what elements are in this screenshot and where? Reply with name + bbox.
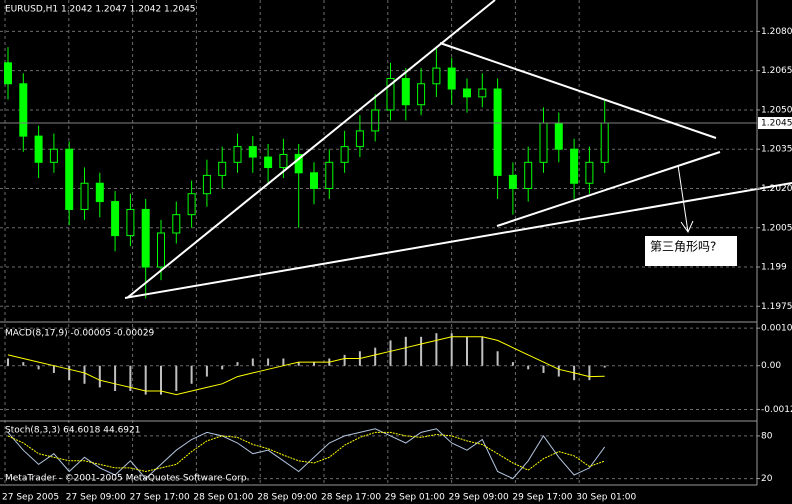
x-tick-label: 30 Sep 01:00	[576, 493, 636, 503]
stoch-title: Stoch(8,3,3) 64.6018 44.6921	[5, 426, 140, 436]
trend-line	[496, 151, 721, 227]
candle-body	[172, 214, 181, 234]
y-tick-label: -0.00121	[761, 405, 792, 415]
x-tick-label: 28 Sep 17:00	[321, 493, 381, 503]
candle-body	[570, 148, 579, 184]
macd-signal	[7, 336, 605, 396]
candle-body	[126, 208, 135, 237]
y-tick-label: 0.00	[761, 361, 781, 371]
candle-body	[49, 148, 58, 163]
x-tick-label: 28 Sep 01:00	[193, 493, 253, 503]
trend-line	[439, 42, 717, 139]
candle-body	[310, 172, 318, 189]
x-tick-label: 28 Sep 09:00	[257, 493, 317, 503]
candle-body	[524, 161, 533, 189]
candle-body	[585, 161, 594, 184]
y-tick-label: 80	[761, 431, 773, 441]
y-tick-label: 1.2035	[761, 145, 792, 155]
candle-body	[34, 135, 43, 163]
candle-body	[95, 182, 104, 203]
candle-body	[371, 109, 380, 132]
trend-line	[126, 0, 496, 299]
footer: MetaTrader - ©2001-2005 MetaQuotes Softw…	[5, 474, 249, 484]
candle-body	[386, 78, 395, 111]
candle-body	[65, 148, 74, 210]
candle-body	[447, 67, 456, 90]
candle-body	[279, 153, 288, 169]
candle-body	[264, 156, 273, 169]
x-tick-label: 27 Sep 17:00	[130, 493, 190, 503]
stoch-main	[7, 428, 606, 480]
y-tick-label: 1.2080	[761, 27, 792, 37]
candle-body	[478, 88, 487, 98]
candle-body	[141, 208, 150, 268]
candle-body	[325, 161, 334, 189]
marks	[0, 47, 757, 480]
candle-body	[248, 146, 257, 158]
y-tick-label: 1.2005	[761, 223, 792, 233]
candle-body	[202, 174, 211, 195]
candle-body	[463, 88, 471, 98]
y-tick-label: 1.199	[761, 263, 787, 273]
stoch-signal	[7, 431, 605, 473]
trend-line	[124, 182, 792, 299]
y-tick-label: 0.00104	[761, 324, 792, 334]
candle-body	[80, 182, 89, 210]
candle-body	[432, 67, 441, 85]
x-tick-label: 29 Sep 01:00	[385, 493, 445, 503]
candle-body	[600, 122, 609, 163]
current-price-label: 1.2045	[761, 119, 792, 129]
candle-body	[355, 130, 364, 148]
x-tick-label: 27 Sep 2005	[2, 493, 59, 503]
y-tick-label: 20	[761, 474, 773, 484]
current-price-box	[758, 117, 792, 130]
candle-body	[554, 122, 563, 150]
candle-body	[157, 232, 165, 268]
x-tick-label: 29 Sep 17:00	[512, 493, 572, 503]
y-tick-label: 1.2065	[761, 66, 792, 76]
y-tick-label: 1.2050	[761, 105, 792, 115]
candle-body	[539, 122, 548, 163]
annotation-box	[645, 236, 737, 266]
main-title: EURUSD,H1 1.2042 1.2047 1.2042 1.2045	[5, 5, 196, 15]
candle-body	[340, 146, 349, 163]
candle-body	[493, 88, 502, 176]
y-tick-label: 1.1975	[761, 302, 792, 312]
annotation: 第三角形吗?	[650, 240, 716, 254]
x-tick-label: 27 Sep 09:00	[66, 493, 126, 503]
candle-body	[4, 62, 12, 85]
macd-title: MACD(8,17,9) -0.00005 -0.00029	[5, 329, 155, 339]
arrow	[677, 164, 694, 234]
candle-body	[294, 153, 303, 174]
candle-body	[233, 146, 242, 163]
candle-body	[111, 201, 120, 237]
candle-body	[19, 83, 28, 137]
candle-body	[218, 161, 227, 176]
x-tick-label: 29 Sep 09:00	[449, 493, 509, 503]
candle-body	[417, 83, 426, 106]
candle-body	[187, 193, 196, 216]
grid	[0, 0, 757, 485]
candle-body	[508, 174, 517, 189]
y-tick-label: 1.2020	[761, 184, 792, 194]
candle-body	[401, 78, 410, 106]
